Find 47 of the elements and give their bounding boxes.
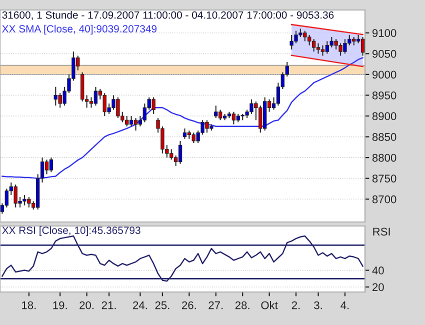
chart-title: 31600, 1 Stunde - 17.09.2007 11:00:00 - 04.10.2007 17:00:00 - 9053.36 [2,11,334,20]
candlestick [320,44,325,56]
candlestick [316,42,320,54]
x-tick-label: 20. [80,301,94,310]
y-tick-label: 8700 [372,195,396,204]
candlestick [218,109,222,121]
candlestick [232,111,236,125]
candlestick [44,159,49,175]
x-tick-label: 4. [340,301,349,310]
x-tick-label: 21. [102,301,116,310]
candlestick [94,86,98,106]
candlestick [214,105,218,119]
candlestick [4,188,9,208]
candlestick [49,157,54,173]
y-tick-label: 20 [372,283,384,292]
y-tick-label: 8950 [372,91,396,100]
x-tick-label: 3. [314,301,322,310]
y-tick-label: 8850 [372,133,396,141]
y-tick-label: 9100 [372,29,396,37]
y-tick-label: 9050 [372,50,396,58]
x-tick-label: 19. [53,301,67,310]
candlestick [312,38,316,52]
y-axis-title: RSI [373,228,390,236]
line-series [2,235,364,282]
y-tick-label: 9000 [372,70,396,79]
x-tick-label: 24. [133,301,147,310]
x-tick-label: 27. [208,301,223,310]
candlestick [325,40,330,54]
x-tick-label: 18. [22,301,36,310]
x-tick-label: Okt [261,301,278,310]
candlestick [178,140,182,164]
candlestick [182,128,187,140]
y-tick-label: 8900 [372,112,396,120]
series-label: XX RSI [Close, 10]:45.365793 [2,226,140,236]
x-tick-label: 26. [182,301,196,310]
x-tick-label: 28. [235,301,250,310]
x-tick-label: 25. [155,301,170,310]
text: XX SMA [Close, 40]:9039.207349 [2,24,157,35]
candlestick [142,102,147,123]
y-tick-label: 40 [372,266,384,274]
candlestick [129,115,134,127]
y-tick-label: 8800 [372,154,396,162]
candlestick [134,118,138,132]
x-tick-label: 2. [292,301,300,310]
line-series [2,57,364,179]
y-tick-label: 8750 [372,174,396,182]
candlestick [360,36,365,56]
